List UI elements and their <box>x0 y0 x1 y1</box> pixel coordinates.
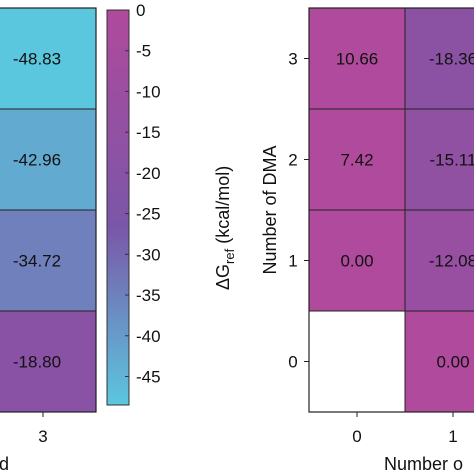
colorbar-tick-label: -45 <box>136 367 161 386</box>
colorbar-tick-label: -35 <box>136 286 161 305</box>
y-tick-label: 1 <box>288 252 297 271</box>
colorbar-label-units: (kcal/mol) <box>213 166 233 249</box>
colorbar-tick-label: -30 <box>136 245 161 264</box>
x-tick-label: 3 <box>38 427 47 446</box>
cell-value-label: -34.72 <box>13 252 61 271</box>
cell-value-label: 7.42 <box>340 151 373 170</box>
y-tick-label: 2 <box>288 151 297 170</box>
colorbar-tick-label: -10 <box>136 82 161 101</box>
heatmap-cell <box>308 7 406 110</box>
x-tick-label: 0 <box>352 427 361 446</box>
cell-value-label: 0.00 <box>436 353 469 372</box>
x-tick-label: 1 <box>448 427 457 446</box>
colorbar-tick-label: -20 <box>136 164 161 183</box>
cell-value-label: 0.00 <box>340 252 373 271</box>
heatmap-cell <box>308 209 406 312</box>
right-heatmap-panel: 10.66 -18.36 7.42 -15.11 0.00 -12.08 0.00 3 2 1 0 0… <box>260 7 474 474</box>
heatmap-cell <box>404 7 474 110</box>
colorbar-label: ΔGref (kcal/mol) <box>213 166 237 290</box>
plot-frame <box>308 7 474 413</box>
colorbar-tick-label: -15 <box>136 123 161 142</box>
heatmap-cell <box>404 108 474 211</box>
colorbar-gradient <box>106 9 130 406</box>
heatmap-cell <box>308 108 406 211</box>
y-tick-label: 0 <box>288 353 297 372</box>
heatmap-cell <box>0 108 97 211</box>
heatmap-cell <box>0 310 97 413</box>
colorbar-tick-label: -40 <box>136 327 161 346</box>
colorbar-tick-label: -25 <box>136 205 161 224</box>
heatmap-cell <box>0 7 97 110</box>
cell-value-label: -15.11 <box>430 151 474 170</box>
colorbar-label-subscript: ref <box>222 248 237 264</box>
colorbar-tick-label: 0 <box>136 1 145 20</box>
y-axis-label: Number of DMA <box>260 145 280 274</box>
left-heatmap-panel: -48.83 -42.96 -34.72 -18.80 3 d <box>0 7 97 474</box>
colorbar-label-symbol: ΔG <box>213 264 233 290</box>
cell-value-label: -42.96 <box>13 151 61 170</box>
cell-value-label: -18.36 <box>429 50 474 69</box>
x-axis-label: d <box>0 454 9 474</box>
cell-value-label: 10.66 <box>336 50 379 69</box>
cell-value-label: -12.08 <box>429 252 474 271</box>
heatmap-cell <box>404 310 474 413</box>
heatmap-cell <box>404 209 474 312</box>
y-tick-label: 3 <box>288 50 297 69</box>
cell-value-label: -18.80 <box>13 353 61 372</box>
heatmap-cell <box>308 310 406 413</box>
colorbar: 0 -5 -10 -15 -20 -25 -30 -35 -40 -45 ΔGref (kcal/m… <box>106 1 237 406</box>
x-axis-label: Number o <box>384 454 463 474</box>
colorbar-tick-label: -5 <box>136 42 151 61</box>
cell-value-label: -48.83 <box>13 50 61 69</box>
